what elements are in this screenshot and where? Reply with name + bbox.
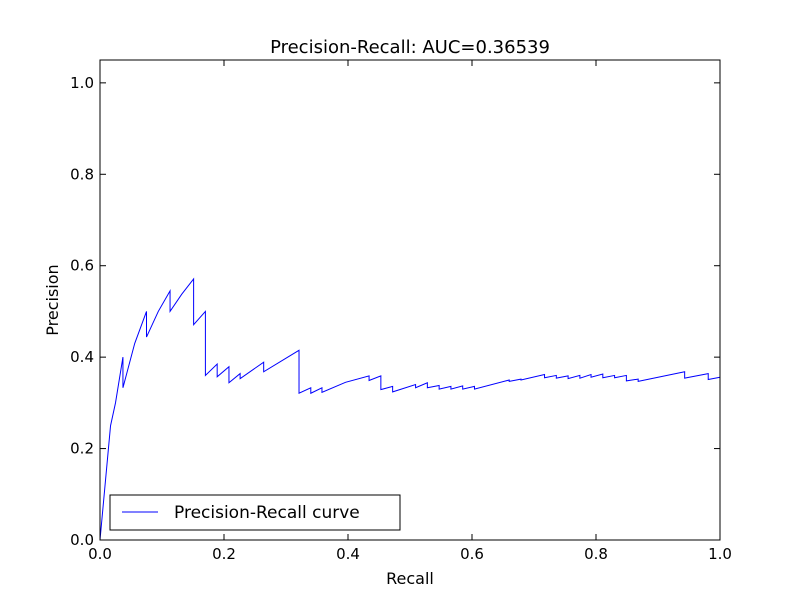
x-tick-label: 0.8 xyxy=(584,545,608,563)
y-axis: 0.0 0.2 0.4 0.6 0.8 1.0 xyxy=(70,74,720,549)
x-tick-label: 0.6 xyxy=(460,545,484,563)
x-axis-label: Recall xyxy=(386,569,434,588)
plot-frame xyxy=(99,59,721,541)
y-tick-label: 0.8 xyxy=(70,165,94,183)
legend-box xyxy=(109,494,401,531)
x-axis: 0.0 0.2 0.4 0.6 0.8 1.0 xyxy=(88,60,732,563)
y-axis-label: Precision xyxy=(43,264,62,335)
y-tick-label: 1.0 xyxy=(70,74,94,92)
x-tick-label: 0.2 xyxy=(212,545,236,563)
chart-title: Precision-Recall: AUC=0.36539 xyxy=(270,37,550,58)
y-tick-label: 0.6 xyxy=(70,257,94,275)
y-tick-label: 0.0 xyxy=(70,531,94,549)
x-tick-label: 0.4 xyxy=(336,545,360,563)
series-line-0 xyxy=(99,277,721,541)
legend-entry: Precision-Recall curve xyxy=(174,503,360,523)
x-tick-label: 0.0 xyxy=(88,545,112,563)
y-tick-label: 0.2 xyxy=(70,440,94,458)
x-tick-label: 1.0 xyxy=(708,545,732,563)
y-tick-label: 0.4 xyxy=(70,348,94,366)
legend: Precision-Recall curve xyxy=(109,494,401,531)
plot-area xyxy=(99,59,721,541)
